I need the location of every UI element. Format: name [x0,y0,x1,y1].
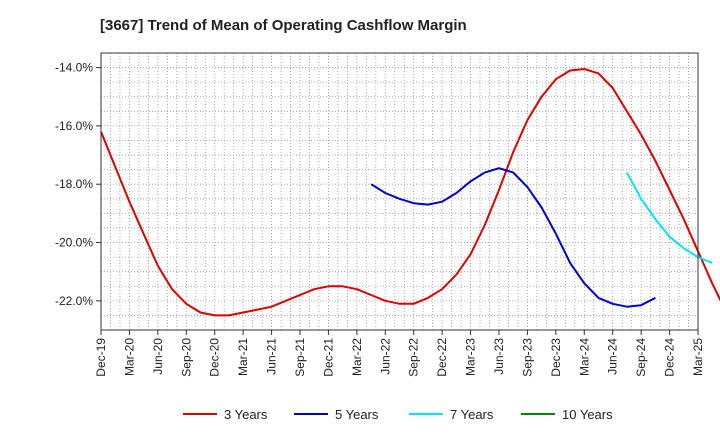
x-tick-label: Mar-20 [122,338,136,376]
x-tick-label: Jun-24 [606,338,620,375]
gridlines [100,52,699,331]
x-tick-label: Dec-20 [208,338,222,377]
legend-label-10-years: 10 Years [562,407,613,422]
y-tick-label: -18.0% [55,177,93,191]
x-tick-label: Dec-23 [549,338,563,377]
legend-label-7-years: 7 Years [450,407,494,422]
x-tick-label: Mar-22 [350,338,364,376]
x-tick-label: Dec-22 [435,338,449,377]
x-tick-label: Dec-24 [663,338,677,377]
legend-label-3-years: 3 Years [224,407,268,422]
x-tick-label: Sep-20 [179,338,193,377]
x-tick-label: Mar-23 [464,338,478,376]
x-tick-label: Sep-23 [520,338,534,377]
x-tick-label: Dec-19 [94,338,108,377]
x-tick-label: Jun-20 [151,338,165,375]
x-tick-label: Jun-22 [378,338,392,375]
y-tick-label: -20.0% [55,236,93,250]
y-tick-label: -16.0% [55,119,93,133]
series-line-3-years [100,68,720,317]
series-line-5-years [370,167,656,308]
x-tick-label: Dec-21 [321,338,335,377]
y-axis: -14.0% -16.0% -18.0% -20.0% -22.0% [55,61,101,308]
x-tick-label: Mar-21 [236,338,250,376]
plot-frame [100,52,699,331]
x-tick-label: Jun-23 [492,338,506,375]
legend-label-5-years: 5 Years [335,407,379,422]
x-axis: Dec-19 Mar-20 Jun-20 Sep-20 Dec-20 Mar-21 Jun-… [94,330,705,377]
x-tick-label: Sep-22 [407,338,421,377]
x-tick-label: Sep-21 [293,338,307,377]
x-tick-label: Mar-24 [577,338,591,376]
y-tick-label: -14.0% [55,61,93,75]
chart-title: [3667] Trend of Mean of Operating Cashfl… [100,17,467,34]
x-tick-label: Mar-25 [691,338,705,376]
plot-area [101,53,698,330]
y-tick-label: -22.0% [55,294,93,308]
x-tick-label: Jun-21 [265,338,279,375]
x-tick-label: Sep-24 [634,338,648,377]
legend: 3 Years 5 Years 7 Years 10 Years [183,407,613,422]
